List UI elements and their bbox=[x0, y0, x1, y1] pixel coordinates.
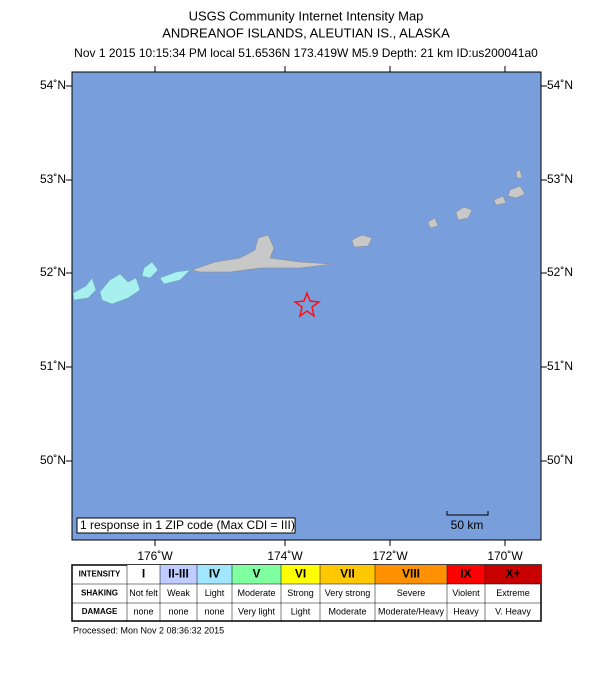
intensity-cell: VII bbox=[340, 567, 355, 581]
intensity-cell bbox=[447, 565, 485, 584]
shaking-cell: Weak bbox=[167, 588, 190, 598]
islands-reported bbox=[72, 261, 191, 305]
intensity-cell bbox=[375, 565, 447, 584]
intensity-cell bbox=[160, 565, 197, 584]
row-label: SHAKING bbox=[81, 589, 118, 598]
intensity-cell bbox=[232, 565, 281, 584]
intensity-cell: II-III bbox=[168, 567, 189, 581]
lat-label: 51˚N bbox=[40, 359, 66, 373]
lat-label: 50˚N bbox=[547, 453, 573, 467]
intensity-cell: X+ bbox=[505, 567, 520, 581]
damage-cell: V. Heavy bbox=[495, 606, 531, 616]
intensity-cell: I bbox=[142, 567, 145, 581]
lon-label: 174˚W bbox=[267, 549, 303, 563]
lat-label: 54˚N bbox=[40, 78, 66, 92]
lat-label: 53˚N bbox=[40, 172, 66, 186]
title: USGS Community Internet Intensity Map bbox=[189, 8, 424, 23]
shaking-cell: Severe bbox=[397, 588, 426, 598]
islands bbox=[191, 169, 526, 273]
intensity-cell: VI bbox=[295, 567, 306, 581]
intensity-cell bbox=[320, 565, 375, 584]
damage-cell: Moderate bbox=[328, 606, 366, 616]
damage-cell: none bbox=[133, 606, 153, 616]
damage-cell: Moderate/Heavy bbox=[378, 606, 445, 616]
scale-bar bbox=[446, 511, 489, 516]
damage-cell: none bbox=[168, 606, 188, 616]
lat-label: 54˚N bbox=[547, 78, 573, 92]
shaking-cell: Very strong bbox=[325, 588, 371, 598]
intensity-cell bbox=[197, 565, 232, 584]
lon-label: 176˚W bbox=[137, 549, 173, 563]
shaking-cell: Light bbox=[205, 588, 225, 598]
note: 1 response in 1 ZIP code (Max CDI = III) bbox=[80, 518, 295, 532]
damage-cell: Very light bbox=[238, 606, 276, 616]
lat-label: 52˚N bbox=[547, 265, 573, 279]
subtitle: ANDREANOF ISLANDS, ALEUTIAN IS., ALASKA bbox=[162, 25, 450, 40]
intensity-cell: IX bbox=[460, 567, 471, 581]
footer: Processed: Mon Nov 2 08:36:32 2015 bbox=[73, 625, 224, 635]
details: Nov 1 2015 10:15:34 PM local 51.6536N 17… bbox=[74, 46, 538, 60]
shaking-cell: Not felt bbox=[129, 588, 158, 598]
intensity-cell: IV bbox=[209, 567, 220, 581]
intensity-cell bbox=[127, 565, 160, 584]
lon-label: 170˚W bbox=[487, 549, 523, 563]
epicenter bbox=[292, 290, 322, 318]
shaking-cell: Moderate bbox=[237, 588, 275, 598]
lat-label: 51˚N bbox=[547, 359, 573, 373]
ocean bbox=[71, 71, 542, 541]
intensity-cell bbox=[281, 565, 320, 584]
lat-label: 53˚N bbox=[547, 172, 573, 186]
note-box bbox=[76, 517, 296, 534]
map: 1 response in 1 ZIP code (Max CDI = III)… bbox=[71, 71, 542, 541]
lon-label: 172˚W bbox=[372, 549, 408, 563]
damage-cell: Heavy bbox=[453, 606, 479, 616]
scale-label: 50 km bbox=[451, 518, 484, 532]
row-label: DAMAGE bbox=[82, 607, 118, 616]
intensity-legend: INTENSITY SHAKING DAMAGE I Not felt none II-II… bbox=[71, 564, 542, 622]
shaking-cell: Strong bbox=[287, 588, 314, 598]
shaking-cell: Violent bbox=[452, 588, 480, 598]
damage-cell: none bbox=[204, 606, 224, 616]
intensity-cell bbox=[485, 565, 541, 584]
intensity-cell: VIII bbox=[402, 567, 420, 581]
row-label: INTENSITY bbox=[79, 570, 121, 579]
shaking-cell: Extreme bbox=[496, 588, 530, 598]
lat-label: 50˚N bbox=[40, 453, 66, 467]
lat-label: 52˚N bbox=[40, 265, 66, 279]
damage-cell: Light bbox=[291, 606, 311, 616]
intensity-cell: V bbox=[252, 567, 260, 581]
